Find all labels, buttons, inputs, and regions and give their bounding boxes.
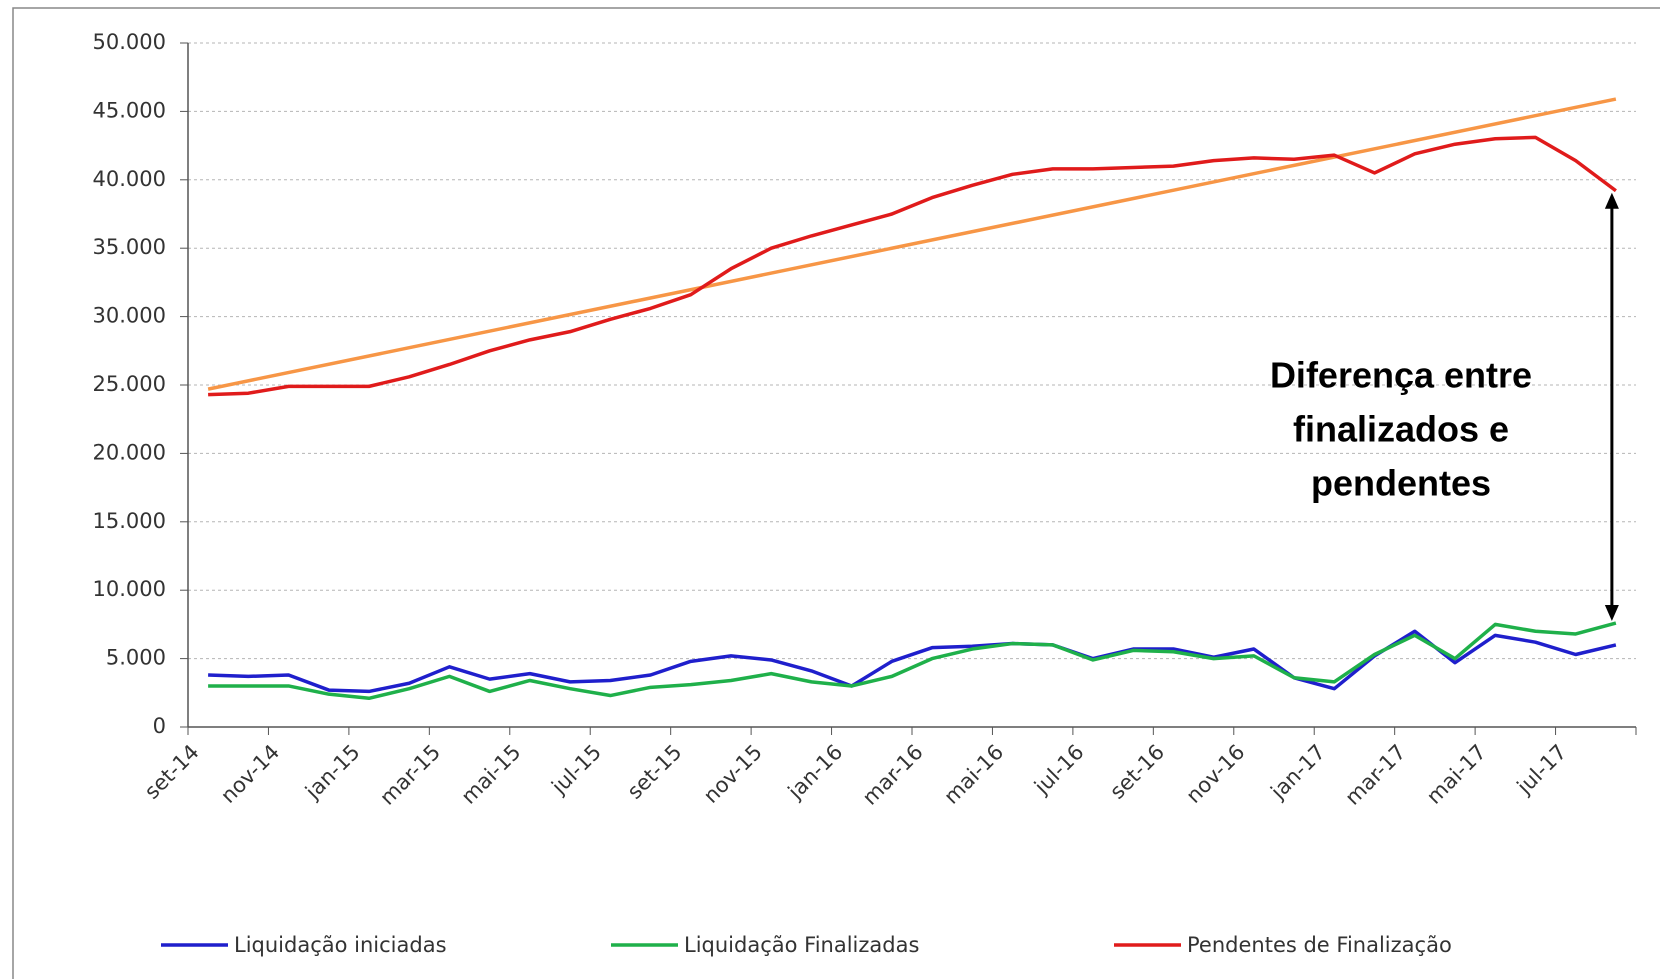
- x-tick-label: set-15: [623, 740, 687, 804]
- x-tick-label: jul-15: [546, 740, 606, 800]
- x-tick-label: jul-17: [1512, 740, 1572, 800]
- y-tick-label: 20.000: [93, 440, 166, 464]
- legend-label: Liquidação iniciadas: [234, 933, 447, 957]
- x-tick-label: mai-16: [939, 740, 1008, 809]
- x-tick-label: mai-15: [457, 740, 526, 809]
- x-tick-label: set-14: [140, 740, 204, 804]
- legend-label: Pendentes de Finalização: [1187, 933, 1452, 957]
- y-tick-label: 0: [153, 714, 166, 738]
- annotation: Diferença entre: [1270, 355, 1532, 396]
- arrow-head: [1604, 605, 1619, 622]
- y-tick-label: 15.000: [93, 509, 166, 533]
- y-tick-label: 5.000: [106, 646, 166, 670]
- x-tick-label: mar-16: [858, 740, 928, 810]
- series-line: [208, 135, 1617, 397]
- y-tick-label: 30.000: [93, 304, 166, 328]
- y-tick-label: 45.000: [93, 98, 166, 122]
- x-tick-label: mai-17: [1422, 740, 1491, 809]
- legend-label: Liquidação Finalizadas: [684, 933, 919, 957]
- x-tick-label: nov-14: [216, 740, 284, 808]
- arrow-head: [1604, 192, 1619, 209]
- x-tick-label: mar-17: [1340, 740, 1410, 810]
- chart-border: [12, 7, 1660, 979]
- y-tick-label: 50.000: [93, 30, 166, 54]
- annotation: finalizados e: [1293, 409, 1509, 450]
- x-tick-label: jan-15: [300, 740, 365, 805]
- y-tick-label: 10.000: [93, 577, 166, 601]
- x-tick-label: set-16: [1105, 740, 1169, 804]
- series-line: [208, 621, 1617, 701]
- x-tick-label: jan-17: [1265, 740, 1330, 805]
- x-tick-label: nov-15: [699, 740, 767, 808]
- y-tick-label: 25.000: [93, 372, 166, 396]
- trend-line: [207, 97, 1617, 391]
- annotation: pendentes: [1311, 463, 1491, 504]
- x-tick-label: mar-15: [375, 740, 445, 810]
- x-tick-label: nov-16: [1181, 740, 1249, 808]
- x-tick-label: jul-16: [1029, 740, 1089, 800]
- y-tick-label: 35.000: [93, 235, 166, 259]
- y-tick-label: 40.000: [93, 167, 166, 191]
- x-tick-label: jan-16: [783, 740, 848, 805]
